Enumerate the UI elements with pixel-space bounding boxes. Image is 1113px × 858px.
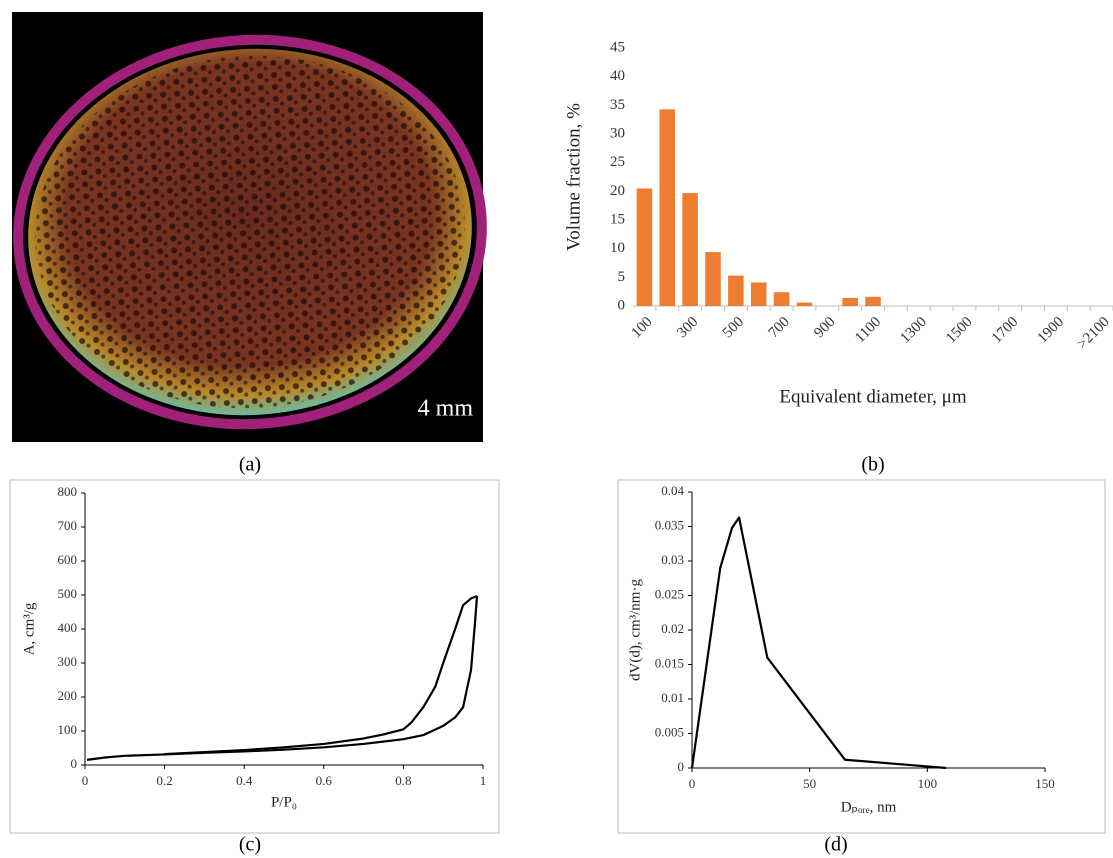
y-axis-label: dV(d), cm³/nm·g — [627, 579, 643, 681]
bar — [773, 292, 790, 306]
y-tick-label: 25 — [610, 154, 625, 170]
x-tick-label: 0.2 — [156, 773, 172, 788]
y-tick-label: 0.015 — [655, 655, 684, 670]
x-tick-label: 0.8 — [395, 773, 411, 788]
x-tick-label: 50 — [803, 776, 816, 791]
bar — [636, 188, 653, 306]
caption: (b) — [861, 454, 884, 476]
line — [690, 516, 947, 770]
bar — [705, 252, 721, 306]
y-tick-label: 700 — [58, 518, 78, 533]
y-tick-label: 0.04 — [661, 483, 684, 498]
x-tick-label: 900 — [811, 314, 838, 341]
y-tick-label: 100 — [58, 722, 78, 737]
x-axis-label: Equivalent diameter, μm — [779, 386, 966, 407]
caption: (d) — [824, 834, 847, 856]
y-tick-label: 10 — [610, 240, 625, 256]
y-tick-label: 0.01 — [661, 690, 684, 705]
caption: (c) — [239, 834, 261, 856]
y-tick-label: 800 — [58, 484, 78, 499]
y-tick-label: 5 — [618, 269, 626, 285]
x-tick-label: 300 — [674, 314, 701, 341]
y-axis-label: A, cm³/g — [21, 602, 37, 655]
x-tick-label: 1 — [480, 773, 487, 788]
micrograph: 4 mm — [12, 12, 487, 442]
y-tick-label: 0 — [678, 759, 685, 774]
x-tick-label: 0.6 — [316, 773, 333, 788]
x-tick-label: 1900 — [1035, 314, 1068, 347]
x-axis-label: P/P₀ — [271, 794, 297, 810]
scale-label: 4 mm — [418, 396, 474, 422]
bar — [796, 302, 813, 306]
y-axis-label: Volume fraction, % — [563, 103, 584, 251]
x-tick-label: 1100 — [852, 314, 884, 346]
x-tick-label: 1300 — [897, 314, 930, 347]
line — [164, 594, 478, 756]
x-tick-label: 100 — [628, 314, 655, 341]
y-tick-label: 0.025 — [655, 586, 684, 601]
x-tick-label: 0 — [689, 776, 696, 791]
bar — [728, 275, 744, 306]
x-tick-label: 700 — [766, 314, 793, 341]
x-tick-label: 150 — [1035, 776, 1055, 791]
y-tick-label: 45 — [610, 39, 625, 55]
y-tick-label: 0 — [618, 297, 626, 313]
chart-frame — [9, 479, 500, 834]
x-tick-label: 1500 — [943, 314, 976, 347]
y-tick-label: 40 — [610, 68, 625, 84]
x-tick-label: 1700 — [989, 314, 1022, 347]
bar — [750, 282, 767, 306]
y-tick-label: 0.035 — [655, 517, 684, 532]
caption: (a) — [239, 454, 261, 476]
y-tick-label: 15 — [610, 211, 625, 227]
y-tick-label: 20 — [610, 183, 625, 199]
y-tick-label: 0.03 — [661, 552, 684, 567]
x-tick-label: >2100 — [1074, 314, 1113, 353]
y-tick-label: 300 — [58, 654, 78, 669]
x-tick-label: 0.4 — [236, 773, 253, 788]
line — [86, 595, 479, 761]
y-tick-label: 400 — [58, 620, 78, 635]
y-tick-label: 600 — [58, 552, 78, 567]
x-tick-label: 500 — [720, 314, 747, 341]
bar — [659, 109, 676, 306]
y-tick-label: 35 — [610, 97, 625, 113]
y-tick-label: 0.005 — [655, 724, 684, 739]
x-axis-label: Dₚₒᵣₑ, nm — [841, 799, 897, 815]
bar — [865, 296, 881, 306]
y-tick-label: 0 — [71, 756, 78, 771]
y-tick-label: 0.02 — [661, 621, 684, 636]
bar — [842, 297, 858, 306]
x-tick-label: 0 — [82, 773, 89, 788]
y-tick-label: 500 — [58, 586, 78, 601]
x-tick-label: 100 — [918, 776, 938, 791]
y-tick-label: 30 — [610, 125, 625, 141]
y-tick-label: 200 — [58, 688, 78, 703]
bar — [682, 193, 698, 306]
chart-frame — [617, 479, 1106, 834]
